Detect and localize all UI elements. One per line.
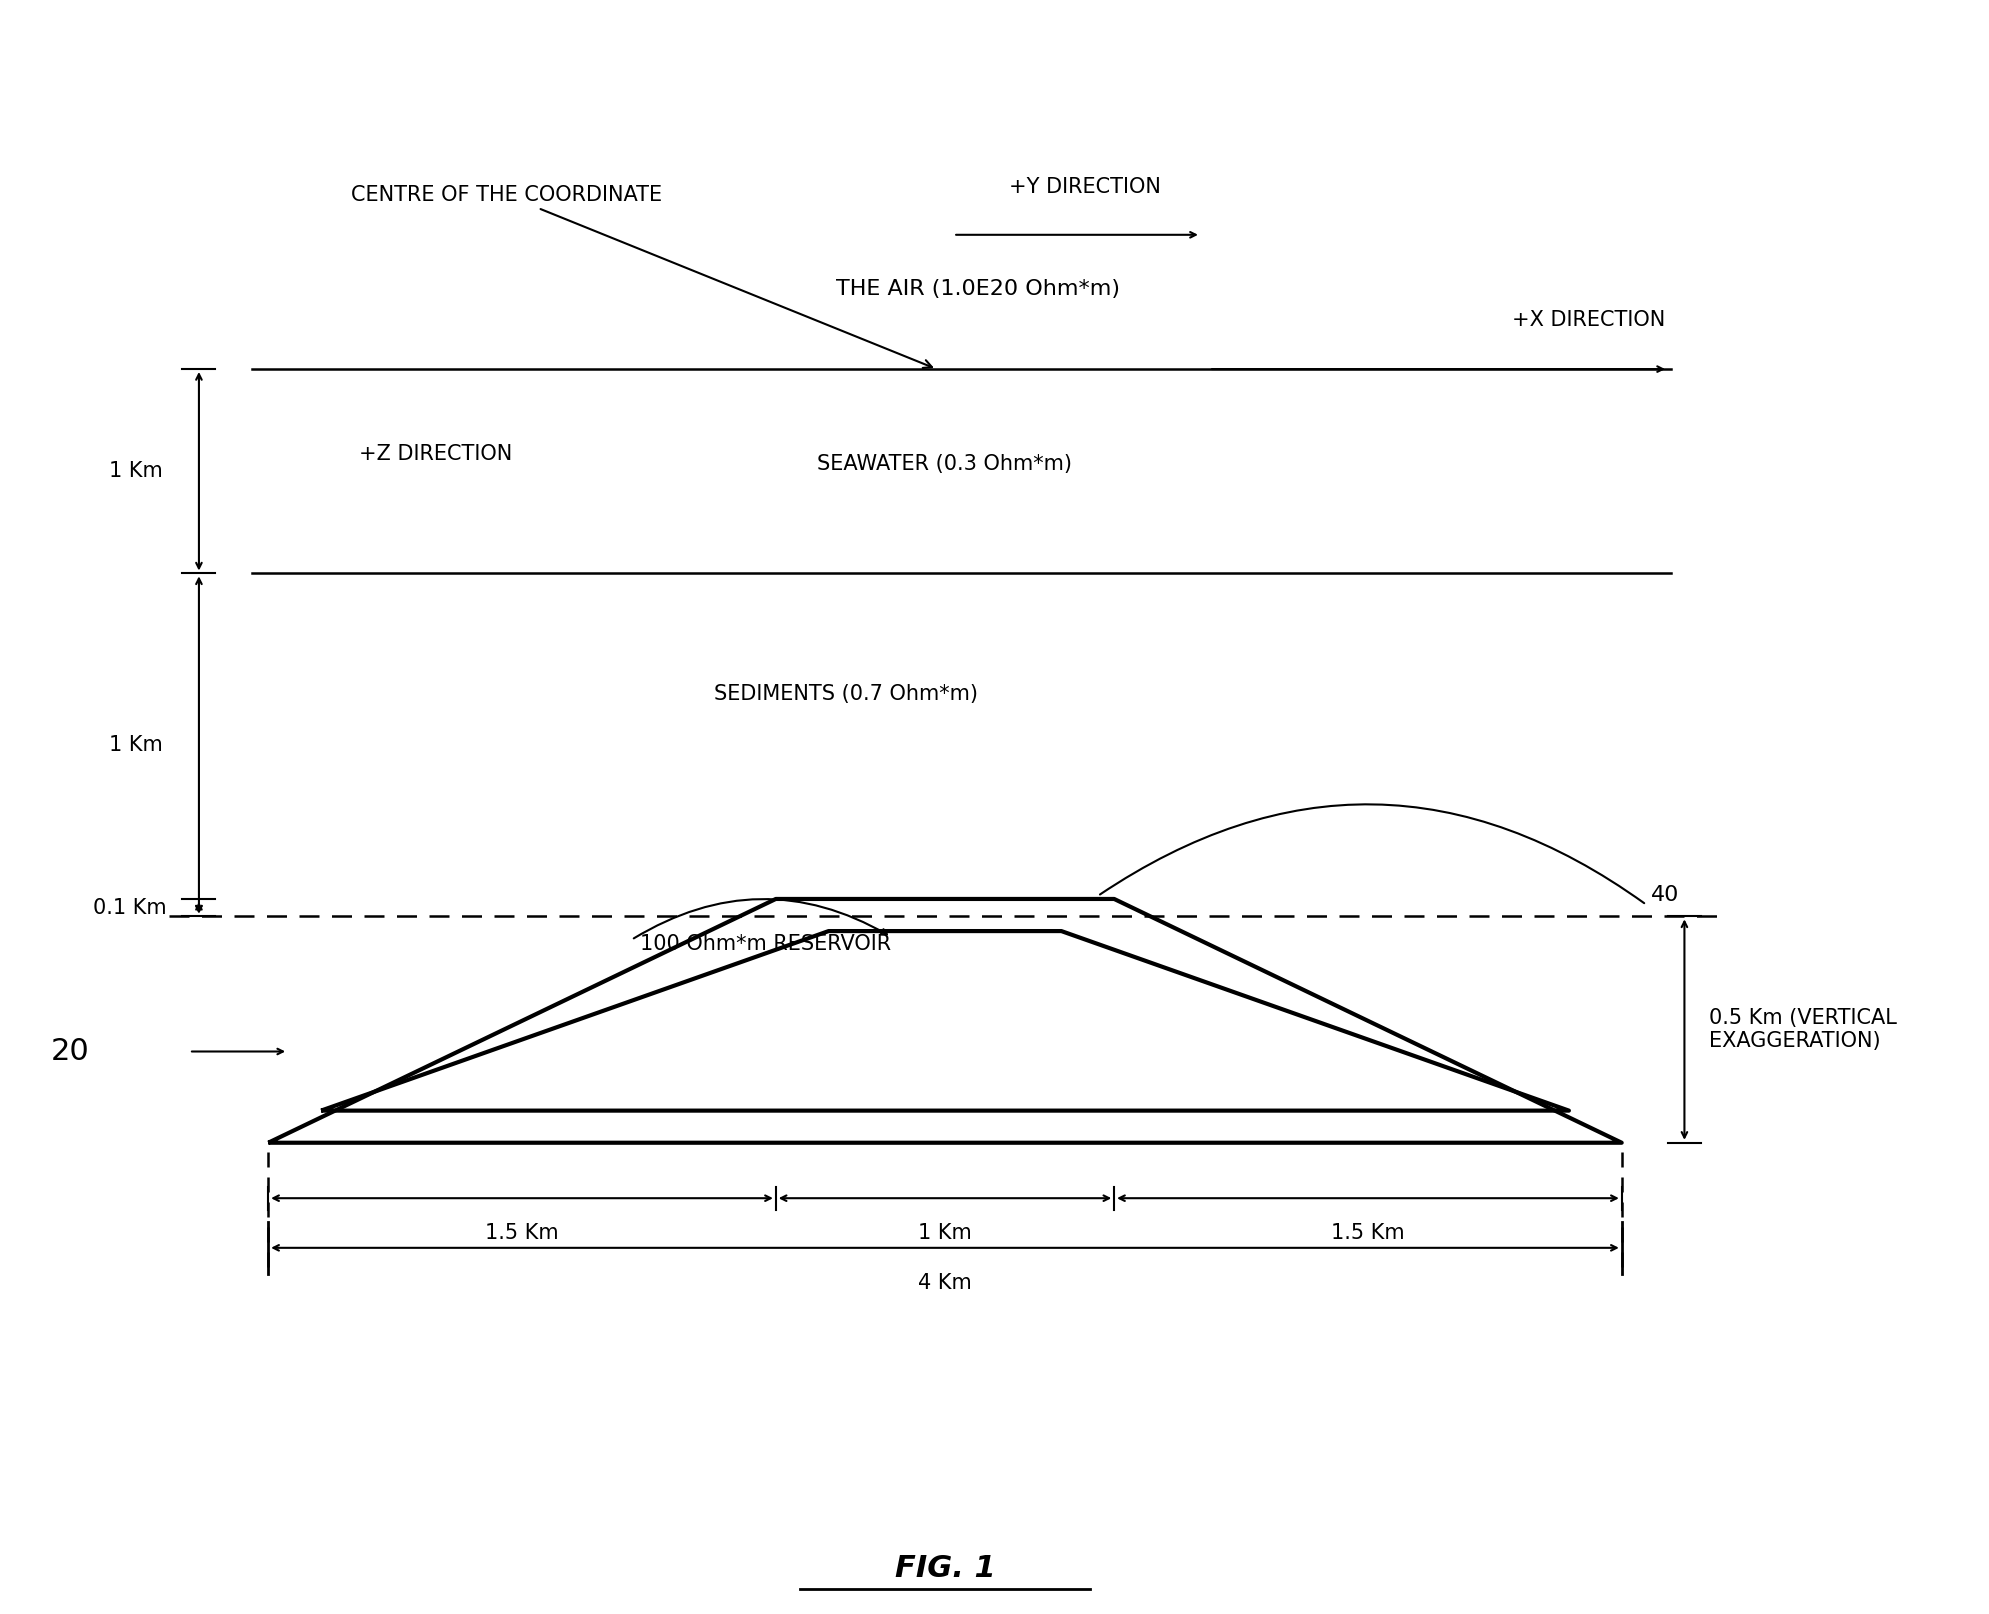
Text: +Z DIRECTION: +Z DIRECTION — [360, 444, 513, 463]
Text: CENTRE OF THE COORDINATE: CENTRE OF THE COORDINATE — [350, 186, 933, 368]
Text: 1 Km: 1 Km — [919, 1223, 973, 1243]
Text: SEDIMENTS (0.7 Ohm*m): SEDIMENTS (0.7 Ohm*m) — [714, 684, 979, 704]
Text: 40: 40 — [1651, 884, 1681, 904]
Text: 0.1 Km: 0.1 Km — [93, 897, 167, 918]
Text: 1 Km: 1 Km — [109, 462, 163, 481]
Text: THE AIR (1.0E20 Ohm*m): THE AIR (1.0E20 Ohm*m) — [835, 279, 1120, 299]
Text: 100 Ohm*m RESERVOIR: 100 Ohm*m RESERVOIR — [640, 935, 891, 954]
Text: 1 Km: 1 Km — [109, 734, 163, 755]
Text: +X DIRECTION: +X DIRECTION — [1512, 310, 1665, 329]
Text: +Y DIRECTION: +Y DIRECTION — [1008, 178, 1162, 197]
Text: 4 Km: 4 Km — [919, 1273, 973, 1293]
Text: 1.5 Km: 1.5 Km — [1331, 1223, 1404, 1243]
Text: 20: 20 — [50, 1038, 90, 1065]
Text: 0.5 Km (VERTICAL
EXAGGERATION): 0.5 Km (VERTICAL EXAGGERATION) — [1709, 1009, 1898, 1051]
Text: FIG. 1: FIG. 1 — [895, 1554, 994, 1583]
Text: 1.5 Km: 1.5 Km — [485, 1223, 559, 1243]
Text: SEAWATER (0.3 Ohm*m): SEAWATER (0.3 Ohm*m) — [817, 454, 1072, 475]
